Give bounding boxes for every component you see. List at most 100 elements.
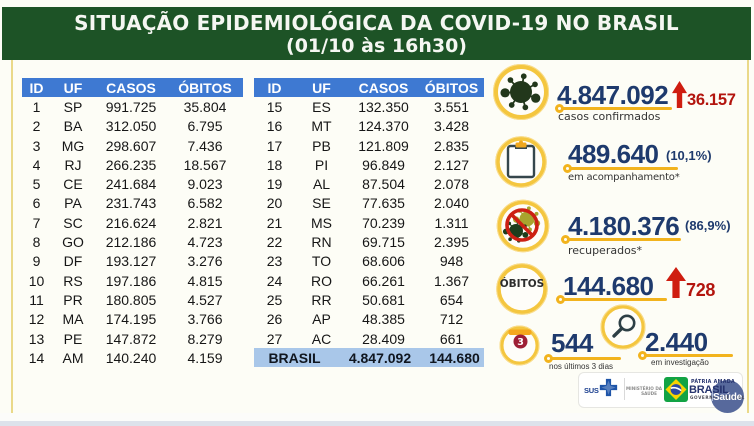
sus-cross-icon — [599, 378, 618, 397]
table-cell: 20 — [266, 195, 283, 212]
table-cell: 8 — [32, 234, 41, 251]
deaths-underline-dot — [556, 295, 565, 304]
table-cell: ES — [312, 98, 331, 115]
svg-text:3: 3 — [517, 337, 524, 348]
table-cell: 15 — [266, 98, 283, 115]
confirmed-up-arrow — [671, 81, 687, 108]
table-cell: 2.078 — [433, 176, 470, 193]
table-cell: RO — [311, 272, 332, 289]
bottom-band — [0, 421, 754, 426]
table-cell: PE — [63, 330, 83, 347]
table-cell: SC — [63, 214, 83, 231]
table-cell: 13 — [28, 330, 45, 347]
deaths-value: 144.680 — [563, 271, 654, 301]
table-cell: 48.385 — [362, 311, 405, 328]
column-header: CASOS — [106, 79, 156, 96]
table-cell: SP — [63, 98, 83, 115]
magnifier-icon — [600, 304, 646, 350]
sus-logo-text: SUS — [584, 386, 599, 395]
table-row: 20 SE 77.635 2.040 — [254, 194, 484, 213]
table-cell: 17 — [266, 137, 283, 154]
monitoring-percent: (10,1%) — [666, 148, 712, 163]
confirmed-underline — [562, 107, 672, 110]
table-cell: 216.624 — [105, 214, 157, 231]
table-cell: 132.350 — [358, 98, 409, 115]
table-cell: PI — [314, 156, 329, 173]
table-cell: 96.849 — [362, 156, 405, 173]
table-cell: 661 — [439, 330, 464, 347]
table-cell: 26 — [266, 311, 283, 328]
table-cell: 3.551 — [433, 98, 470, 115]
table-cell: 4.723 — [187, 234, 223, 251]
table-cell: 2.835 — [433, 137, 470, 154]
column-header: CASOS — [358, 79, 409, 96]
table-cell: 4.527 — [187, 291, 223, 308]
table-row: 17 PB 121.809 2.835 — [254, 136, 484, 155]
table-cell: 18.567 — [183, 156, 227, 173]
recovered-label: recuperados* — [568, 243, 643, 257]
patria-amada-text: PÁTRIA AMADA — [691, 380, 736, 385]
virus-icon — [493, 64, 549, 120]
table-row: 19 AL 87.504 2.078 — [254, 174, 484, 193]
table-cell: 69.715 — [362, 234, 405, 251]
obitos-icon-label: ÓBITOS — [499, 277, 545, 290]
table-cell: 121.809 — [358, 137, 409, 154]
table-cell: 6.582 — [187, 195, 223, 212]
table-row: 4 RJ 266.235 18.567 — [22, 155, 243, 174]
header-band — [2, 7, 751, 60]
table-cell: 298.607 — [105, 137, 157, 154]
table-cell: RR — [311, 291, 332, 308]
table-cell: 25 — [266, 291, 283, 308]
saude-badge — [711, 379, 744, 413]
saude-badge-bar — [711, 390, 713, 401]
table-cell: 266.235 — [105, 156, 157, 173]
table-cell: 66.261 — [362, 272, 405, 289]
table-cell: 21 — [266, 214, 283, 231]
table-cell: 193.127 — [105, 253, 157, 270]
table-cell: MS — [311, 214, 332, 231]
table-row: 10 RS 197.186 4.815 — [22, 271, 243, 290]
table-header-row: ID UF CASOS ÓBITOS — [22, 78, 243, 98]
table-row: 5 CE 241.684 9.023 — [22, 174, 243, 193]
table-cell: 180.805 — [105, 291, 157, 308]
table-cell: 1 — [32, 98, 41, 115]
table-cell: 2.395 — [433, 234, 470, 251]
table-cell: 14 — [28, 349, 45, 366]
table-cell: 174.195 — [105, 311, 157, 328]
table-cell: 11 — [29, 291, 44, 308]
table-row: 27 AC 28.409 661 — [254, 329, 484, 348]
table-header-row: ID UF CASOS ÓBITOS — [254, 78, 484, 98]
deaths-underline — [563, 298, 667, 301]
logo-divider — [624, 378, 625, 400]
table-cell: 77.635 — [362, 195, 405, 212]
table-cell: 124.370 — [358, 118, 409, 135]
deaths-delta: 728 — [686, 280, 716, 300]
total-cases: 4.847.092 — [348, 349, 412, 366]
table-row: 26 AP 48.385 712 — [254, 310, 484, 329]
table-row: 23 TO 68.606 948 — [254, 252, 484, 271]
total-label: BRASIL — [268, 349, 321, 366]
monitoring-underline — [570, 167, 678, 170]
cases-table-left: ID UF CASOS ÓBITOS 1 SP 991.725 35.804 2 BA 312.05… — [22, 78, 243, 367]
table-cell: 35.804 — [183, 98, 227, 115]
table-cell: RJ — [64, 156, 82, 173]
table-cell: 5 — [32, 176, 41, 193]
table-row: 11 PR 180.805 4.527 — [22, 290, 243, 309]
table-cell: 212.186 — [105, 234, 157, 251]
below-frame-strip — [0, 413, 754, 421]
recent-deaths-underline — [550, 356, 621, 360]
table-cell: 10 — [28, 272, 45, 289]
table-cell: SE — [312, 195, 331, 212]
table-cell: 2.040 — [433, 195, 470, 212]
table-cell: RS — [63, 272, 83, 289]
column-header: ID — [267, 79, 282, 96]
table-cell: DF — [63, 253, 83, 270]
table-cell: 2.821 — [187, 214, 223, 231]
table-row: 8 GO 212.186 4.723 — [22, 232, 243, 251]
table-cell: 1.311 — [434, 214, 469, 231]
confirmed-value: 4.847.092 — [557, 79, 669, 110]
investigation-underline — [644, 354, 733, 357]
brazil-flag-icon — [664, 377, 688, 402]
monitoring-value: 489.640 — [568, 139, 659, 169]
confirmed-underline-dot — [555, 104, 564, 113]
